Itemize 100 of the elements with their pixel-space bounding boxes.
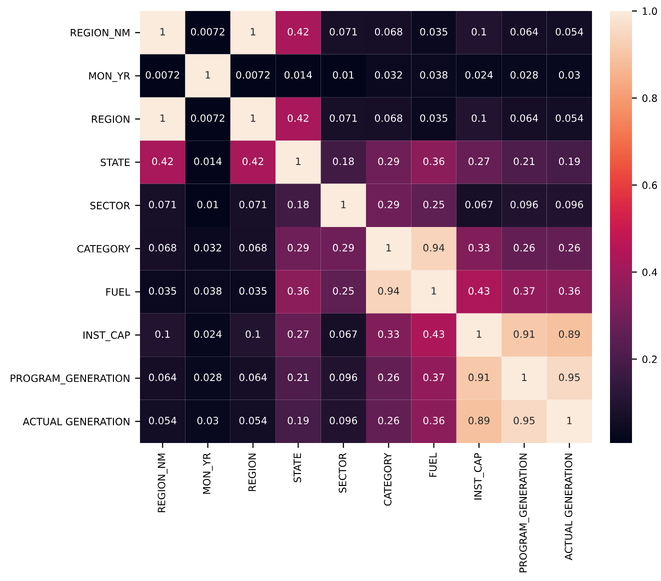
data-label: 0.1 xyxy=(155,330,170,338)
y-tick-label: REGION xyxy=(92,115,130,123)
data-label: 0.26 xyxy=(514,244,535,252)
data-label: 0.032 xyxy=(374,71,402,79)
data-label: 0.21 xyxy=(514,158,534,166)
data-label: 1 xyxy=(296,158,300,165)
data-label: 0.0072 xyxy=(146,71,180,79)
data-label: 0.054 xyxy=(239,416,267,424)
data-label: 0.0072 xyxy=(236,71,270,79)
data-label: 1 xyxy=(206,71,210,79)
data-label: 0.028 xyxy=(194,374,222,382)
data-label: 0.95 xyxy=(514,416,534,424)
x-tick-label: INST_CAP xyxy=(474,453,484,500)
data-label: 0.89 xyxy=(558,330,580,338)
data-label: 0.36 xyxy=(423,416,444,424)
x-tick-label: SECTOR xyxy=(338,453,346,493)
data-label: 1 xyxy=(341,200,346,208)
data-label: 0.068 xyxy=(239,244,267,252)
y-tick-label: SECTOR xyxy=(90,202,130,210)
data-label: 1 xyxy=(250,28,256,36)
data-label: 0.26 xyxy=(378,374,400,382)
data-label: 0.42 xyxy=(242,158,264,166)
data-label: 0.096 xyxy=(510,200,538,208)
data-label: 0.068 xyxy=(374,114,402,122)
data-label: 0.27 xyxy=(288,330,308,338)
x-tick-label: REGION xyxy=(248,454,256,492)
data-label: 0.064 xyxy=(239,374,267,382)
data-label: 0.19 xyxy=(288,416,309,424)
data-label: 0.035 xyxy=(148,287,176,295)
y-tick-label: STATE xyxy=(100,158,130,166)
data-label: 0.071 xyxy=(330,114,357,122)
data-label: 0.26 xyxy=(558,244,580,252)
data-label: 0.25 xyxy=(423,200,444,208)
data-label: 0.36 xyxy=(558,287,580,295)
data-label: 0.18 xyxy=(332,158,354,166)
data-label: 1 xyxy=(160,114,165,122)
data-label: 1 xyxy=(160,28,165,36)
data-label: 0.1 xyxy=(472,114,486,122)
data-label: 1 xyxy=(522,374,526,381)
color-bar-label: 0.2 xyxy=(642,355,657,364)
data-label: 0.03 xyxy=(197,416,218,424)
data-label: 0.01 xyxy=(332,71,354,79)
x-tick-label: FUEL xyxy=(429,452,437,477)
data-label: 1 xyxy=(476,330,482,338)
x-tick-label: STATE xyxy=(294,453,302,482)
data-label: 0.035 xyxy=(420,114,448,122)
data-label: 0.21 xyxy=(288,374,308,382)
y-tick-label: ACTUAL GENERATION xyxy=(22,418,130,426)
data-label: 0.014 xyxy=(194,158,222,166)
color-bar-label: 0.8 xyxy=(642,94,657,102)
data-label: 0.071 xyxy=(239,200,266,208)
data-label: 0.032 xyxy=(194,244,222,252)
data-label: 0.37 xyxy=(514,287,534,295)
data-label: 0.0072 xyxy=(190,28,224,36)
data-label: 0.024 xyxy=(465,71,493,79)
x-tick-label: ACTUAL GENERATION xyxy=(564,454,572,560)
data-label: 0.0072 xyxy=(190,114,224,122)
data-label: 0.42 xyxy=(288,28,308,36)
data-label: 1 xyxy=(432,287,436,295)
data-label: 0.42 xyxy=(152,158,173,166)
y-tick-label: INST_CAP xyxy=(84,331,130,342)
data-label: 0.95 xyxy=(558,374,580,382)
x-tick-label: PROGRAM_GENERATION xyxy=(519,454,530,572)
data-label: 0.064 xyxy=(510,28,538,36)
data-label: 0.064 xyxy=(148,374,176,382)
data-label: 0.94 xyxy=(378,287,400,295)
data-label: 0.29 xyxy=(378,200,400,208)
color-bar-label: 1.0 xyxy=(642,7,657,15)
data-label: 0.068 xyxy=(374,28,402,36)
data-label: 0.1 xyxy=(246,330,260,338)
color-bar-label: 0.6 xyxy=(642,181,657,189)
data-label: 0.89 xyxy=(468,416,490,424)
data-label: 0.038 xyxy=(420,71,448,79)
data-label: 0.014 xyxy=(284,71,312,79)
color-bar-label: 0.4 xyxy=(642,268,658,276)
data-label: 0.038 xyxy=(194,287,222,295)
data-label: 0.028 xyxy=(510,71,538,79)
data-label: 0.29 xyxy=(332,244,354,252)
data-label: 0.43 xyxy=(468,287,490,295)
x-tick-label: MON_YR xyxy=(202,453,213,494)
data-label: 0.36 xyxy=(423,158,444,166)
data-label: 0.067 xyxy=(330,330,357,338)
data-label: 0.096 xyxy=(330,374,358,382)
data-label: 0.096 xyxy=(330,416,358,424)
data-label: 1 xyxy=(567,416,572,424)
data-label: 0.054 xyxy=(556,28,584,36)
data-label: 0.054 xyxy=(148,416,176,424)
data-label: 0.071 xyxy=(330,28,357,36)
y-tick-label: REGION_NM xyxy=(70,28,130,39)
data-label: 0.024 xyxy=(194,330,222,338)
data-label: 0.054 xyxy=(556,114,584,122)
data-label: 0.068 xyxy=(148,244,176,252)
data-label: 0.064 xyxy=(510,114,538,122)
data-label: 0.035 xyxy=(239,287,266,295)
data-label: 0.29 xyxy=(378,158,400,166)
data-label: 0.19 xyxy=(558,158,580,166)
data-label: 0.1 xyxy=(472,28,486,36)
data-label: 1 xyxy=(386,244,391,252)
data-label: 0.26 xyxy=(378,416,400,424)
data-label: 0.33 xyxy=(468,244,490,252)
